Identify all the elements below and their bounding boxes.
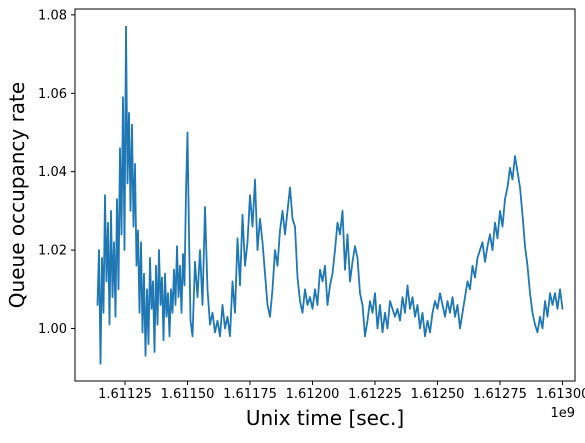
y-tick-label: 1.00: [38, 322, 67, 337]
x-offset-label: 1e9: [550, 406, 575, 421]
x-tick-label: 1.61125: [98, 387, 152, 402]
axes-frame: [74, 8, 576, 382]
y-tick-label: 1.02: [38, 244, 67, 259]
x-tick-label: 1.61250: [411, 387, 465, 402]
x-tick-label: 1.61150: [161, 387, 215, 402]
chart-labels: 1.61125 1.61150 1.61175 1.61200 1.61225 1.612…: [5, 8, 585, 430]
x-tick-label: 1.61300: [536, 387, 585, 402]
x-tick-label: 1.61175: [223, 387, 277, 402]
plot-area: [96, 25, 564, 365]
x-tick-label: 1.61225: [348, 387, 402, 402]
x-axis-label: Unix time [sec.]: [246, 406, 404, 430]
y-tick-label: 1.06: [38, 87, 67, 102]
x-tick-label: 1.61275: [473, 387, 527, 402]
x-tick-label: 1.61200: [286, 387, 340, 402]
y-tick-label: 1.04: [38, 165, 67, 180]
series-line-0: [96, 25, 564, 365]
axes: [71, 8, 576, 385]
y-axis-label: Queue occupancy rate: [5, 82, 29, 308]
y-tick-label: 1.08: [38, 8, 67, 23]
